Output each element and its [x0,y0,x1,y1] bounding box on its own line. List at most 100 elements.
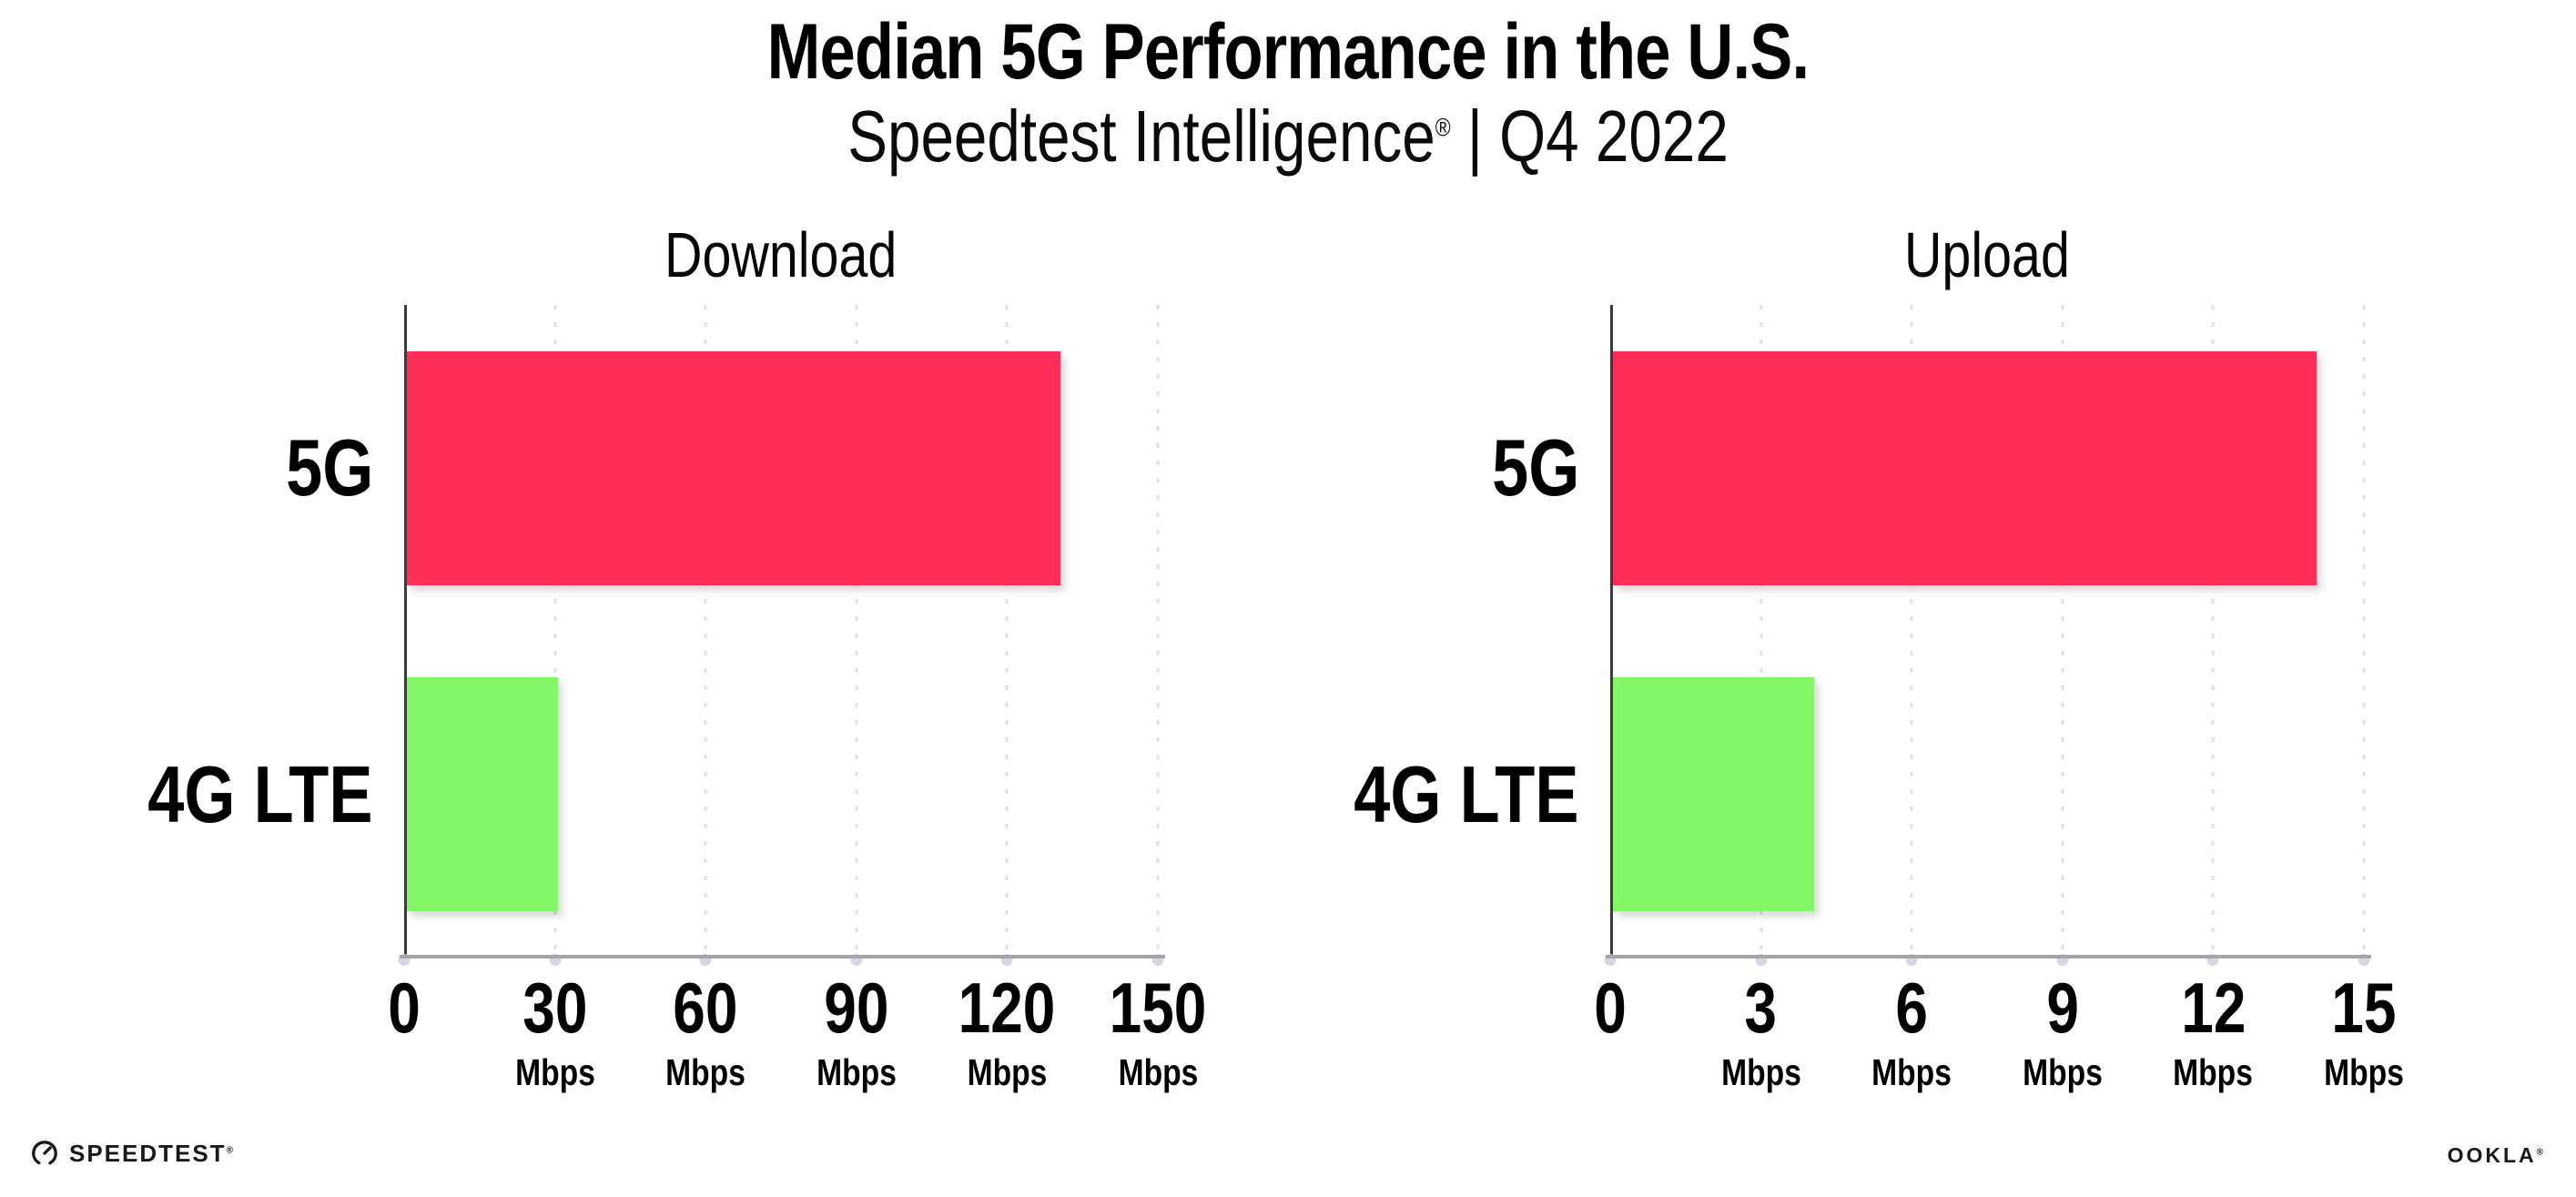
bar-5g [1613,350,2317,585]
x-tick: 0 [384,972,423,1043]
x-tick-unit: Mbps [506,1054,603,1091]
x-tick-value-text: 120 [958,968,1056,1048]
gridline [1910,305,1913,958]
gridline [553,305,557,958]
x-tick-value-text: 15 [2331,968,2397,1048]
x-axis-line [400,955,1165,959]
x-tick-unit-text: Mbps [514,1051,595,1093]
x-tick: 120 Mbps [948,972,1066,1091]
x-tick-unit-text: Mbps [816,1051,897,1093]
chart-title: Download [404,218,1158,291]
x-tick: 6 Mbps [1863,972,1961,1091]
x-tick-unit-text: Mbps [665,1051,746,1093]
ookla-logo: OOKLA® [2448,1145,2543,1166]
gridline [1005,305,1009,958]
x-tick: 9 Mbps [2013,972,2111,1091]
y-axis-line [404,305,407,958]
bar-5g [407,350,1060,585]
x-tick: 15 Mbps [2315,972,2412,1091]
y-category-label-text: 4G LTE [1354,748,1579,839]
x-tick-unit: Mbps [2315,1054,2412,1091]
x-tick-unit: Mbps [807,1054,905,1091]
y-category-label: 4G LTE [1288,748,1579,839]
x-tick-unit-text: Mbps [967,1051,1048,1093]
x-tick-value: 15 [2315,972,2412,1043]
x-tick-value: 120 [948,972,1066,1043]
y-category-label: 4G LTE [0,754,373,835]
x-tick: 12 Mbps [2165,972,2262,1091]
gridline [1760,305,1763,958]
speedtest-wordmark: SPEEDTEST [69,1140,227,1167]
plot-area [1604,305,2370,966]
x-tick-value-text: 150 [1109,968,1207,1048]
y-axis-line [1610,305,1613,958]
subtitle-period: | Q4 2022 [1450,96,1729,177]
chart-title-text: Download [664,219,898,290]
x-tick-value: 150 [1099,972,1217,1043]
x-tick-value-text: 90 [824,968,889,1048]
x-tick: 60 Mbps [657,972,755,1091]
x-tick-unit-text: Mbps [2022,1051,2103,1093]
x-tick-value-text: 3 [1744,968,1778,1048]
y-category-label-text: 5G [285,422,373,513]
ookla-wordmark: OOKLA [2447,1143,2537,1167]
y-category-label-text: 5G [1491,422,1579,513]
speedtest-logo-text: SPEEDTEST® [69,1141,233,1165]
bar-4g-lte [1613,677,1814,912]
x-tick-value-text: 6 [1895,968,1928,1048]
gridline [2211,305,2215,958]
speedtest-logo: SPEEDTEST® [31,1140,233,1167]
x-tick-unit-text: Mbps [1720,1051,1801,1093]
x-tick-unit-text: Mbps [1871,1051,1952,1093]
x-tick-value: 12 [2165,972,2262,1043]
page-subtitle-text: Speedtest Intelligence® | Q4 2022 [847,95,1729,178]
x-axis-ticks: 0 3 Mbps 6 Mbps 9 Mbps 12 Mbps 15 Mbps [1594,972,2404,1118]
gridline [2061,305,2064,958]
x-tick-value-text: 12 [2180,968,2246,1048]
upload-chart: Upload 5G 4G LTE 0 3 Mbps 6 Mbps 9 Mbps 12 Mbps 15… [1288,209,2576,1120]
y-category-label: 5G [1288,428,1579,508]
x-tick-value: 90 [807,972,905,1043]
gridline [2362,305,2366,958]
x-tick-value: 9 [2013,972,2111,1043]
gridline [704,305,707,958]
chart-title: Upload [1610,218,2364,291]
x-tick-value-text: 60 [673,968,738,1048]
x-tick-unit-text: Mbps [2173,1051,2254,1093]
x-tick-value: 60 [657,972,755,1043]
page-title: Median 5G Performance in the U.S. [0,7,2576,97]
gridline [855,305,858,958]
bar-4g-lte [407,677,558,912]
x-tick-value: 6 [1863,972,1961,1043]
y-category-label: 5G [0,428,373,508]
x-axis-line [1606,955,2371,959]
x-tick-value-text: 0 [1594,968,1627,1048]
x-tick-unit: Mbps [1712,1054,1810,1091]
download-chart: Download 5G 4G LTE 0 30 Mbps 60 Mbps 90 Mbps 120… [0,209,1288,1120]
page-subtitle: Speedtest Intelligence® | Q4 2022 [0,95,2576,178]
x-tick-unit: Mbps [2165,1054,2262,1091]
x-tick-value-text: 30 [522,968,588,1048]
x-axis-ticks: 0 30 Mbps 60 Mbps 90 Mbps 120 Mbps 150 Mbps [388,968,1206,1118]
x-tick-value: 0 [384,972,423,1043]
plot-area [398,305,1164,966]
x-tick-value-text: 9 [2046,968,2079,1048]
x-tick-unit: Mbps [948,1054,1066,1091]
subtitle-brand: Speedtest Intelligence [847,96,1435,177]
x-tick-unit: Mbps [657,1054,755,1091]
chart-title-text: Upload [1904,219,2070,290]
registered-mark-icon: ® [226,1145,233,1156]
x-tick: 0 [1590,972,1629,1043]
registered-mark-icon: ® [1435,113,1451,142]
x-tick-unit: Mbps [2013,1054,2111,1091]
x-tick-unit: Mbps [1863,1054,1961,1091]
x-tick-unit-text: Mbps [2324,1051,2404,1093]
x-tick-unit: Mbps [1099,1054,1217,1091]
x-tick-unit-text: Mbps [1118,1051,1198,1093]
speedtest-gauge-icon [32,1141,57,1166]
registered-mark-icon: ® [2536,1147,2543,1158]
gridline [1156,305,1160,958]
x-tick: 150 Mbps [1099,972,1217,1091]
x-tick: 3 Mbps [1712,972,1810,1091]
